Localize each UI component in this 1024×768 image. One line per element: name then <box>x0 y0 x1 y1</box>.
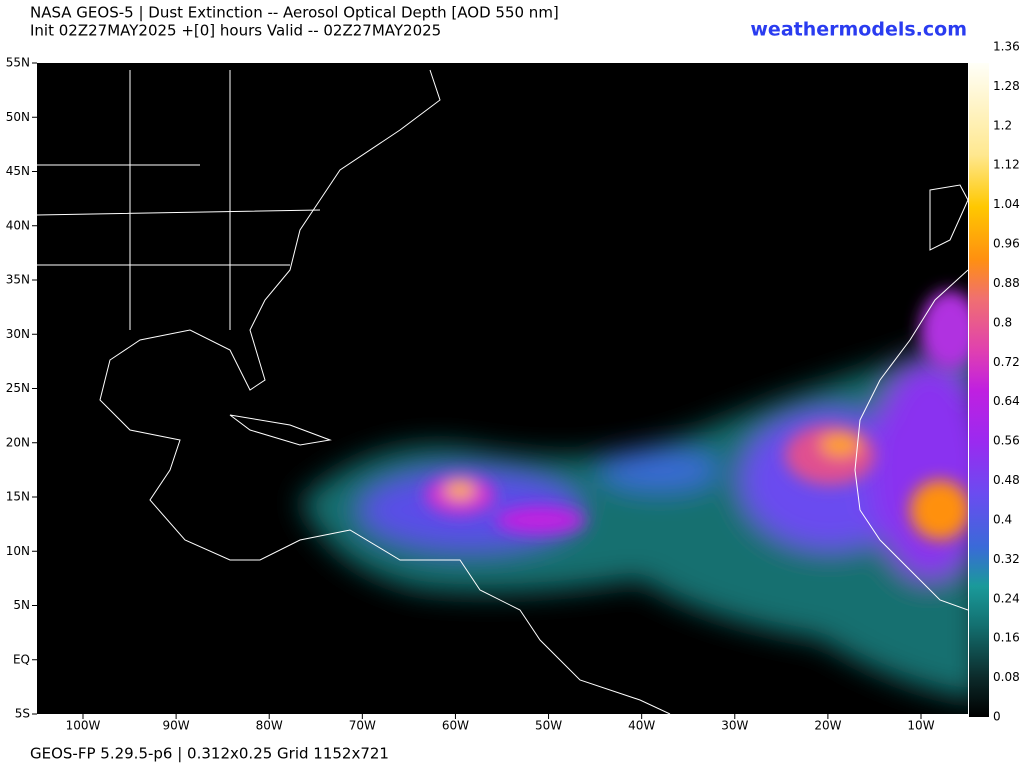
lat-label: 50N <box>6 110 30 124</box>
brand: weathermodels.com <box>750 19 967 41</box>
colorbar-label: 0.08 <box>993 670 1020 684</box>
colorbar-label: 0.56 <box>993 434 1020 448</box>
colorbar-label: 0.4 <box>993 512 1012 526</box>
lat-label: 5N <box>13 598 30 612</box>
lon-label: 20W <box>814 719 841 733</box>
colorbar-label: 1.28 <box>993 79 1020 93</box>
lat-label: EQ <box>13 652 30 666</box>
lon-label: 30W <box>721 719 748 733</box>
lat-label: 10N <box>6 544 30 558</box>
colorbar-label: 0.8 <box>993 315 1012 329</box>
colorbar-label: 1.12 <box>993 158 1020 172</box>
lon-label: 40W <box>628 719 655 733</box>
lon-label: 90W <box>163 719 190 733</box>
title: NASA GEOS-5 | Dust Extinction -- Aerosol… <box>30 4 559 22</box>
colorbar-label: 0.88 <box>993 276 1020 290</box>
lon-label: 50W <box>535 719 562 733</box>
colorbar-label: 1.2 <box>993 118 1012 132</box>
lat-label: 35N <box>6 273 30 287</box>
colorbar-label: 0 <box>993 710 1001 724</box>
lat-label: 45N <box>6 164 30 178</box>
colorbar-label: 0.16 <box>993 631 1020 645</box>
colorbar-label: 0.24 <box>993 591 1020 605</box>
colorbar <box>969 63 989 717</box>
colorbar-label: 0.64 <box>993 394 1020 408</box>
lat-label: 55N <box>6 56 30 70</box>
lat-label: 5S <box>15 707 30 721</box>
footer: GEOS-FP 5.29.5-p6 | 0.312x0.25 Grid 1152… <box>30 745 389 763</box>
lat-label: 15N <box>6 490 30 504</box>
colorbar-label: 0.48 <box>993 473 1020 487</box>
map <box>37 63 968 714</box>
colorbar-label: 0.96 <box>993 237 1020 251</box>
subtitle: Init 02Z27MAY2025 +[0] hours Valid -- 02… <box>30 22 441 40</box>
colorbar-label: 1.36 <box>993 40 1020 54</box>
lon-label: 70W <box>349 719 376 733</box>
colorbar-label: 0.72 <box>993 355 1020 369</box>
lon-label: 100W <box>66 719 101 733</box>
lat-label: 25N <box>6 381 30 395</box>
lon-label: 80W <box>256 719 283 733</box>
lon-label: 10W <box>907 719 934 733</box>
lon-label: 60W <box>442 719 469 733</box>
lat-label: 20N <box>6 435 30 449</box>
colorbar-label: 0.32 <box>993 552 1020 566</box>
lat-label: 30N <box>6 327 30 341</box>
colorbar-label: 1.04 <box>993 197 1020 211</box>
lat-label: 40N <box>6 218 30 232</box>
